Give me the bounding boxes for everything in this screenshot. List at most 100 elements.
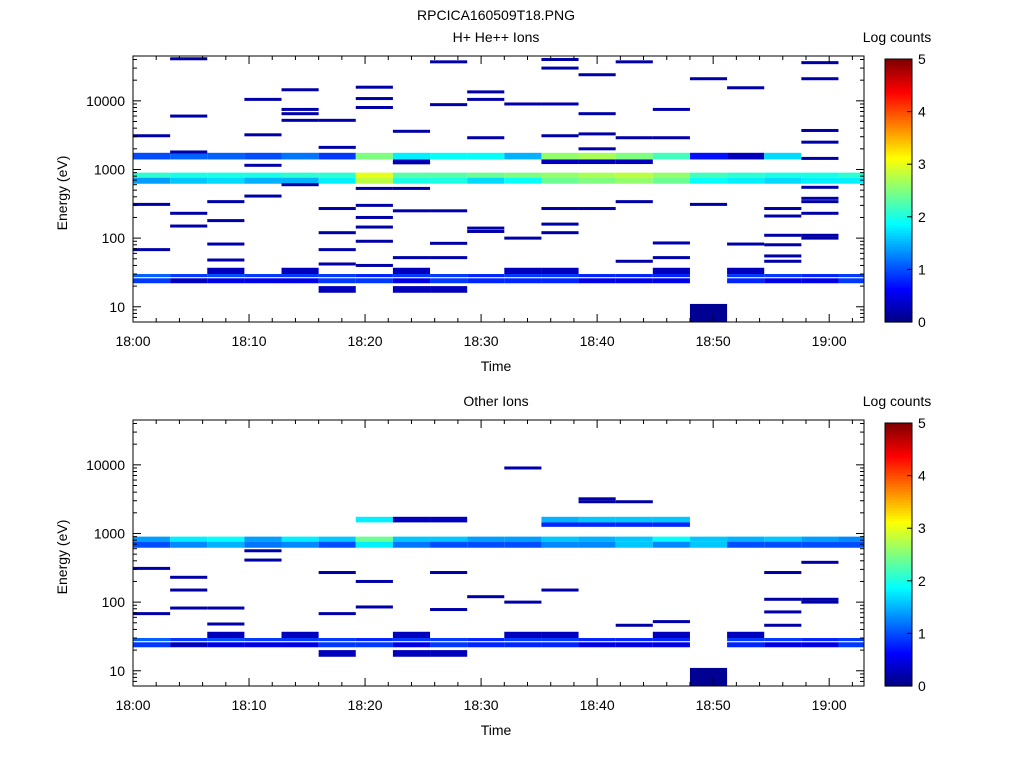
colorbar-segment [885, 562, 912, 566]
heatmap-cell [801, 536, 839, 542]
heatmap-cell [615, 172, 653, 178]
heatmap-cell [652, 541, 690, 548]
colorbar-segment [885, 143, 912, 147]
panel-2-y-label: Energy (eV) [54, 520, 70, 595]
heatmap-hit [244, 133, 282, 137]
colorbar-segment [885, 69, 912, 73]
heatmap-cell [244, 172, 282, 178]
heatmap-hit [801, 200, 839, 204]
heatmap-hit [355, 225, 393, 229]
heatmap-cell [430, 650, 468, 657]
heatmap-hit [207, 606, 245, 610]
heatmap-hit [318, 118, 356, 122]
heatmap-hit [318, 231, 356, 235]
panel-1-heatmap-cells [133, 57, 864, 322]
colorbar-segment [885, 659, 912, 663]
colorbar-segment [885, 678, 912, 682]
heatmap-hit [541, 66, 579, 70]
heatmap-cell [652, 177, 690, 184]
colorbar-segment [885, 507, 912, 511]
heatmap-cell [244, 541, 282, 548]
panel-2-x-ticks: 18:00 18:10 18:20 18:30 18:40 18:50 19:00 [115, 420, 853, 713]
heatmap-cell [170, 274, 208, 278]
heatmap-cell [281, 172, 319, 178]
heatmap-hit [133, 612, 171, 616]
heatmap-cell [318, 274, 356, 278]
x-tick-label: 18:20 [348, 333, 383, 349]
colorbar-segment [885, 87, 912, 92]
colorbar-segment [885, 282, 912, 286]
heatmap-cell [281, 152, 319, 160]
heatmap-cell [281, 177, 319, 184]
heatmap-cell [170, 278, 208, 284]
heatmap-cell [615, 536, 653, 542]
heatmap-hit [801, 600, 839, 604]
heatmap-hit [467, 229, 505, 233]
heatmap-cell [355, 274, 393, 278]
colorbar-segment [885, 554, 912, 558]
heatmap-cell [170, 642, 208, 648]
heatmap-cell [281, 638, 319, 642]
colorbar-segment [885, 543, 912, 548]
heatmap-hit [801, 140, 839, 144]
heatmap-cell [541, 516, 579, 523]
heatmap-hit [430, 608, 468, 612]
heatmap-cell [578, 278, 616, 284]
colorbar-segment [885, 515, 912, 519]
colorbar-segment [885, 156, 912, 160]
heatmap-cell [727, 631, 765, 639]
heatmap-cell [355, 177, 393, 184]
y-tick-label: 100 [102, 594, 126, 610]
heatmap-cell [430, 638, 468, 642]
colorbar-segment [885, 596, 912, 600]
heatmap-hit [430, 209, 468, 213]
x-tick-label: 18:00 [115, 697, 150, 713]
colorbar-segment [885, 625, 912, 629]
colorbar-segment [885, 457, 912, 461]
heatmap-hit [281, 112, 319, 116]
heatmap-cell [652, 278, 690, 284]
heatmap-cell [615, 177, 653, 184]
heatmap-cell [430, 172, 468, 178]
heatmap-hit [244, 97, 282, 101]
colorbar-segment [885, 132, 912, 136]
colorbar-segment [885, 472, 912, 477]
colorbar-segment [885, 214, 912, 218]
colorbar-segment [885, 636, 912, 640]
colorbar-frame [884, 58, 913, 323]
panel-2-y-ticks: 10 100 1000 10000 [86, 423, 864, 687]
heatmap-hit [207, 219, 245, 223]
heatmap-cell [541, 159, 579, 165]
heatmap-cell [392, 650, 431, 657]
heatmap-cell [504, 172, 542, 178]
heatmap-cell [652, 631, 690, 639]
colorbar-segment [885, 177, 912, 181]
heatmap-cell [652, 274, 690, 278]
colorbar-segment [885, 229, 912, 234]
heatmap-hit [801, 560, 839, 564]
heatmap-cell [801, 274, 839, 278]
panel-1-colorbar: 0 1 2 3 4 5 [884, 51, 926, 330]
heatmap-cell [355, 541, 393, 548]
heatmap-cell [652, 516, 690, 523]
colorbar-segment [885, 504, 912, 508]
colorbar-segment [885, 617, 912, 621]
y-tick-label: 10000 [86, 93, 125, 109]
colorbar-segment [885, 604, 912, 608]
panel-2-x-label: Time [481, 722, 512, 738]
heatmap-hit [355, 215, 393, 219]
heatmap-cell [392, 631, 431, 639]
colorbar-segment [885, 662, 912, 666]
heatmap-cell [207, 172, 245, 178]
heatmap-cell [467, 152, 505, 160]
heatmap-hit [318, 612, 356, 616]
colorbar-segment [885, 522, 912, 527]
heatmap-cell [578, 541, 616, 548]
heatmap-cell [392, 286, 431, 293]
heatmap-cell [244, 536, 282, 542]
heatmap-hit [504, 600, 542, 604]
heatmap-cell [392, 267, 431, 275]
colorbar-segment [885, 578, 912, 582]
heatmap-cell [318, 278, 356, 284]
colorbar-segment [885, 185, 912, 189]
